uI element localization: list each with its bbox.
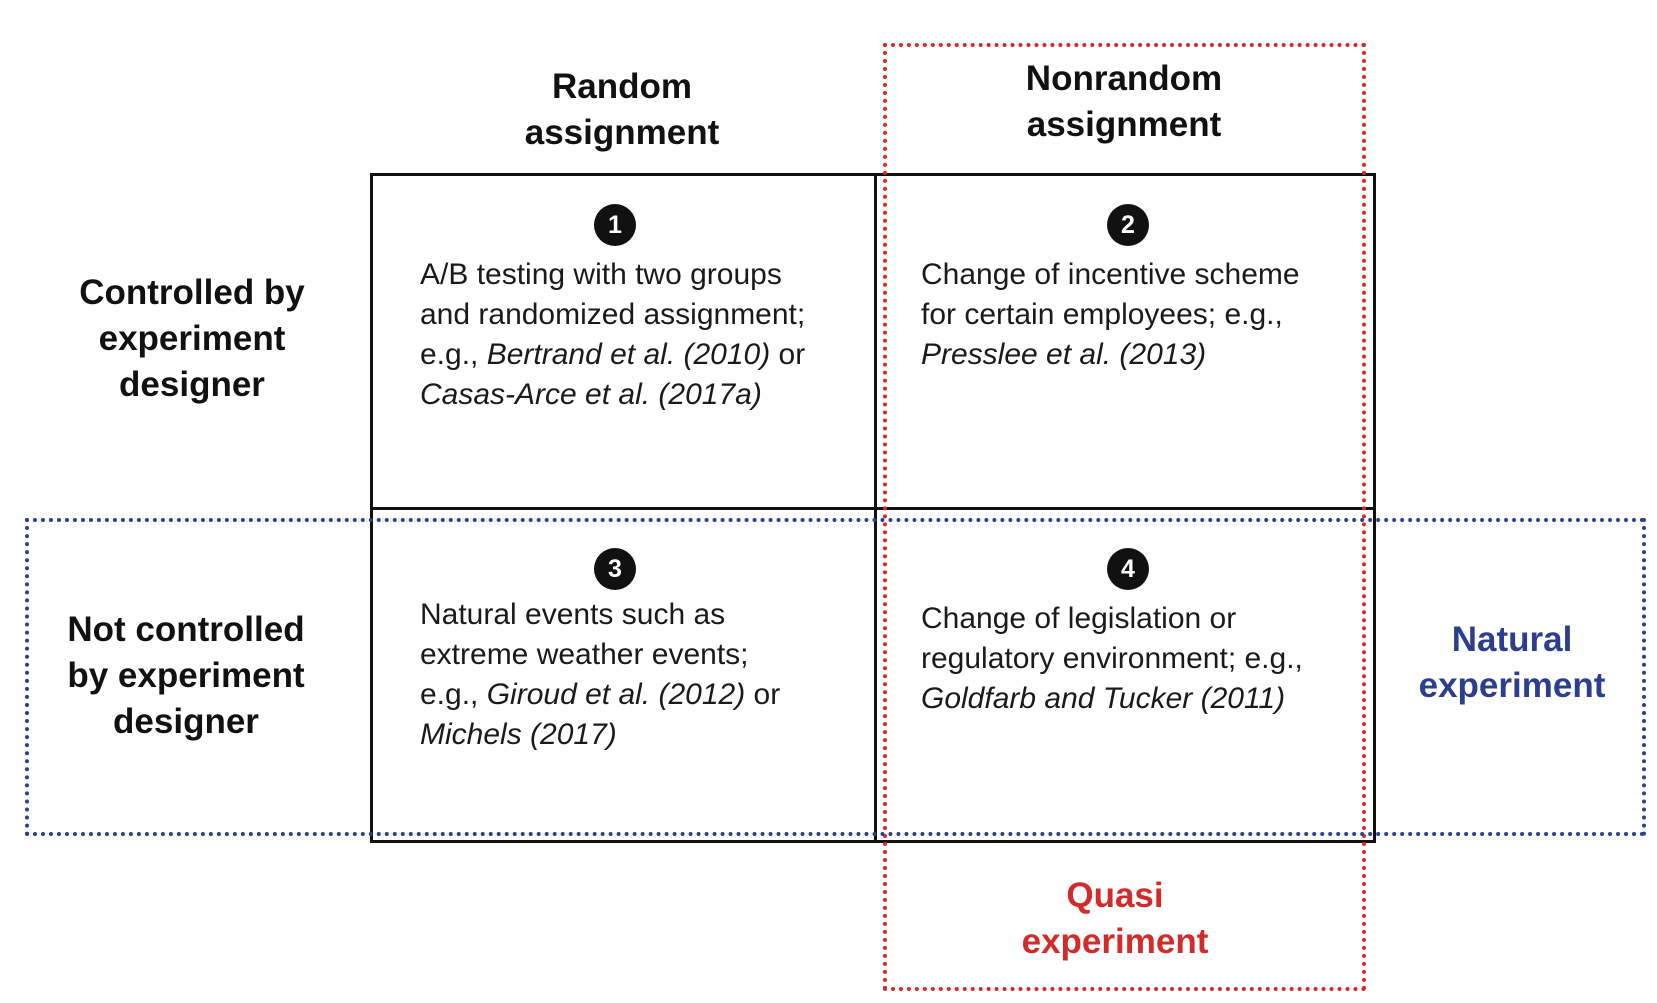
row-header-not-controlled: Not controlled by experiment designer <box>26 607 346 745</box>
cell-text-line: for certain employees; e.g., <box>921 298 1283 331</box>
overlay-label-line: Natural <box>1451 620 1573 659</box>
cell-number-badge: 1 <box>594 204 636 246</box>
quasi-experiment-label: Quasi experiment <box>985 873 1245 965</box>
cell-text-segment: e.g., <box>420 338 487 371</box>
overlay-label-line: experiment <box>1021 922 1209 961</box>
natural-experiment-label: Natural experiment <box>1382 617 1642 709</box>
cell-text-line: Natural events such as <box>420 598 726 631</box>
cell-text-line: Change of incentive scheme <box>921 258 1300 291</box>
cell-text-line: and randomized assignment; <box>420 298 806 331</box>
cell-number-badge: 4 <box>1107 548 1149 590</box>
row-header-line: by experiment <box>67 656 305 695</box>
cell-text-segment: or <box>745 678 781 711</box>
quasi-experiment-region <box>883 43 1366 991</box>
citation: Casas-Arce et al. (2017a) <box>420 378 762 411</box>
column-header-line: Random <box>552 67 692 106</box>
cell-text-line: e.g., Bertrand et al. (2010) or <box>420 335 805 375</box>
cell-number-badge: 2 <box>1107 204 1149 246</box>
row-header-line: designer <box>119 365 265 404</box>
matrix-horizontal-divider <box>370 507 1376 510</box>
row-header-line: Not controlled <box>67 610 305 649</box>
cell-number-badge: 3 <box>594 548 636 590</box>
citation: Presslee et al. (2013) <box>921 338 1207 371</box>
cell-text-line: e.g., Giroud et al. (2012) or <box>420 675 780 715</box>
cell-text-segment: or <box>770 338 806 371</box>
citation: Bertrand et al. (2010) <box>486 338 771 371</box>
row-header-line: Controlled by <box>79 273 305 312</box>
natural-experiment-region <box>25 518 1646 836</box>
cell-text-line: Change of legislation or <box>921 602 1237 635</box>
column-header-line: Nonrandom <box>1025 59 1223 98</box>
column-header-line: assignment <box>1026 105 1222 144</box>
citation: Goldfarb and Tucker (2011) <box>921 682 1286 715</box>
column-header-random: Random assignment <box>412 64 832 156</box>
cell-1-text: A/B testing with two groups and randomiz… <box>420 255 805 415</box>
row-header-controlled: Controlled by experiment designer <box>32 270 352 408</box>
row-header-line: experiment <box>98 319 286 358</box>
cell-2-text: Change of incentive scheme for certain e… <box>921 255 1300 375</box>
cell-text-segment: e.g., <box>420 678 487 711</box>
overlay-label-line: experiment <box>1418 666 1606 705</box>
row-header-line: designer <box>113 702 259 741</box>
citation: Michels (2017) <box>420 718 617 751</box>
cell-text-line: regulatory environment; e.g., <box>921 642 1303 675</box>
citation: Giroud et al. (2012) <box>486 678 746 711</box>
column-header-nonrandom: Nonrandom assignment <box>914 56 1334 148</box>
cell-3-text: Natural events such as extreme weather e… <box>420 595 780 755</box>
column-header-line: assignment <box>524 113 720 152</box>
cell-text-line: extreme weather events; <box>420 638 749 671</box>
overlay-label-line: Quasi <box>1066 876 1164 915</box>
cell-text-line: A/B testing with two groups <box>420 258 782 291</box>
cell-4-text: Change of legislation or regulatory envi… <box>921 599 1303 719</box>
